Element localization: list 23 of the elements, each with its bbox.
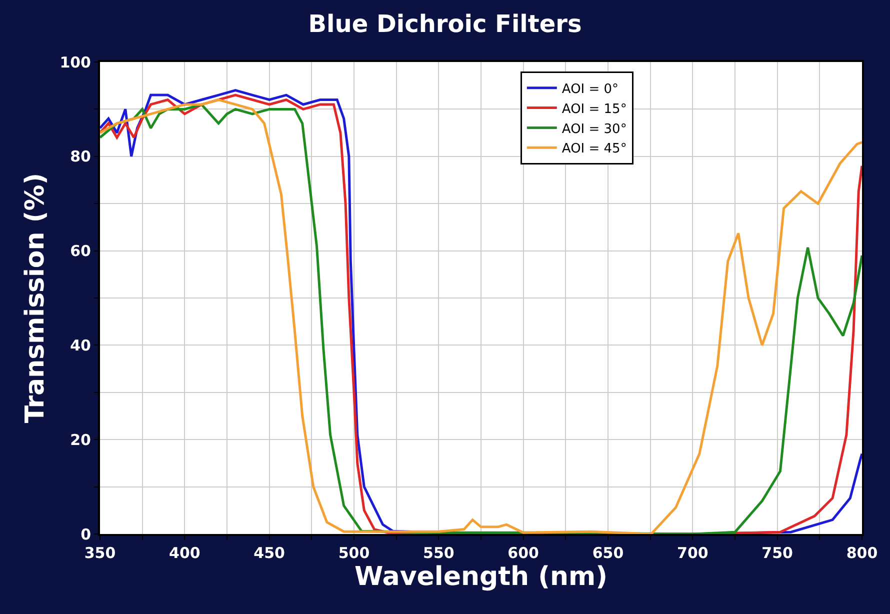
- x-tick-label: 450: [254, 544, 285, 562]
- legend-label: AOI = 0°: [562, 82, 619, 97]
- x-tick-label: 700: [677, 544, 708, 562]
- x-tick-label: 350: [84, 544, 116, 562]
- x-tick-label: 550: [423, 544, 454, 562]
- legend-label: AOI = 45°: [562, 142, 627, 157]
- y-tick-label: 0: [80, 525, 91, 544]
- x-axis-title: Wavelength (nm): [354, 562, 608, 592]
- x-tick-label: 800: [846, 544, 878, 562]
- x-tick-label: 600: [508, 544, 539, 562]
- x-tick-label: 500: [338, 544, 370, 562]
- legend-label: AOI = 30°: [562, 122, 627, 137]
- y-axis-title: Transmission (%): [20, 172, 51, 424]
- x-tick-label: 400: [169, 544, 200, 562]
- y-tick-label: 20: [70, 430, 91, 449]
- x-tick-label: 750: [762, 544, 793, 562]
- x-tick-label: 650: [592, 544, 624, 562]
- y-tick-label: 40: [70, 336, 91, 354]
- chart-title: Blue Dichroic Filters: [308, 10, 582, 38]
- legend-label: AOI = 15°: [562, 102, 627, 117]
- y-tick-label: 60: [70, 242, 91, 260]
- y-tick-label: 100: [60, 53, 91, 72]
- y-tick-label: 80: [70, 148, 91, 166]
